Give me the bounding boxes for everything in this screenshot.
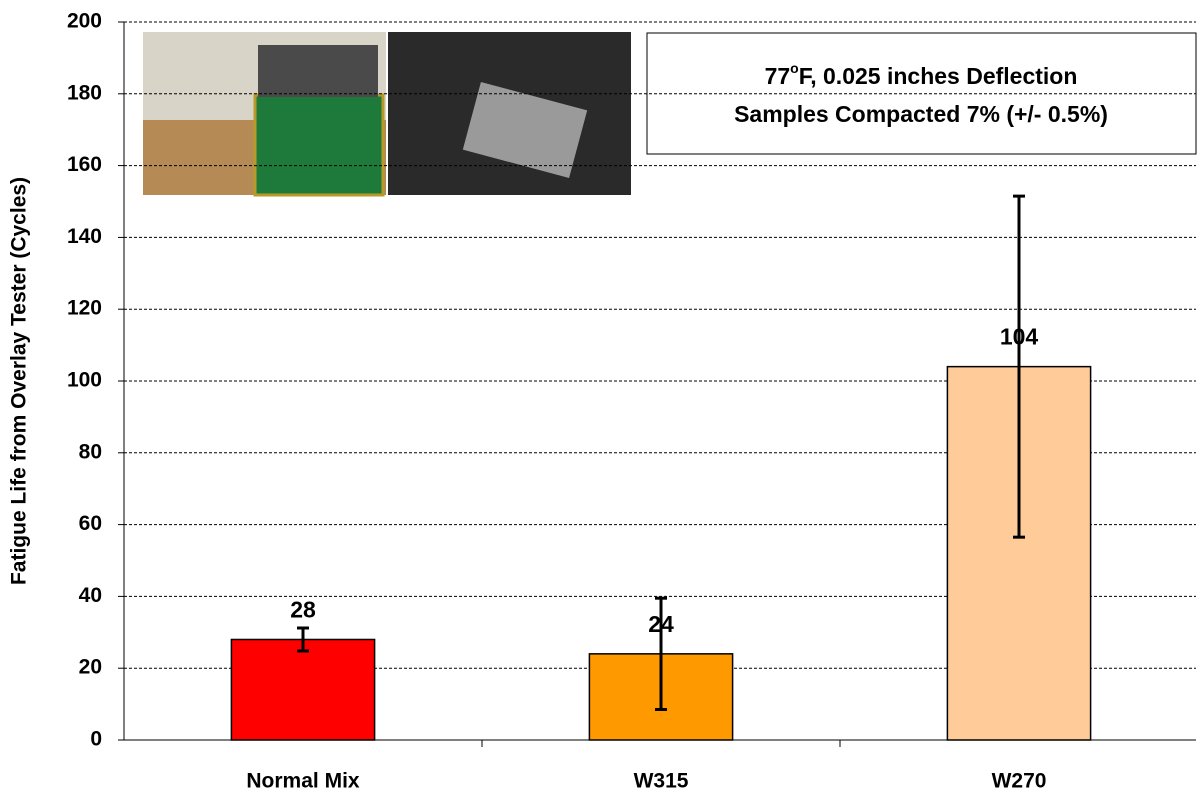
annotation-line: 77oF, 0.025 inches Deflection	[765, 60, 1078, 89]
y-tick-label: 120	[67, 297, 102, 320]
y-tick-label: 160	[67, 153, 102, 176]
y-tick-label: 100	[67, 369, 102, 392]
annotation-line: Samples Compacted 7% (+/- 0.5%)	[734, 101, 1108, 127]
x-tick-label: W270	[992, 770, 1047, 793]
y-tick-label: 140	[67, 225, 102, 248]
y-tick-label: 200	[67, 10, 102, 33]
y-axis-label: Fatigue Life from Overlay Tester (Cycles…	[8, 177, 31, 585]
y-tick-label: 0	[90, 728, 102, 751]
photo-machine-top	[258, 45, 378, 97]
x-tick-label: W315	[634, 770, 689, 793]
annotation-superscript: o	[790, 60, 799, 76]
annotation-text: 77	[765, 63, 791, 89]
y-tick-label: 80	[79, 440, 102, 463]
y-tick-label: 20	[79, 656, 102, 679]
y-tick-label: 40	[79, 584, 102, 607]
y-tick-label: 60	[79, 512, 102, 535]
value-label: 104	[1000, 324, 1039, 350]
bar	[230, 638, 376, 741]
y-tick-label: 180	[67, 81, 102, 104]
x-tick-label: Normal Mix	[246, 770, 360, 793]
value-label: 24	[648, 611, 674, 637]
value-label: 28	[290, 597, 316, 623]
photo-sample	[462, 81, 588, 179]
photos	[143, 32, 631, 197]
photo-machine	[253, 93, 385, 197]
annotation-text: F, 0.025 inches Deflection	[799, 63, 1078, 89]
